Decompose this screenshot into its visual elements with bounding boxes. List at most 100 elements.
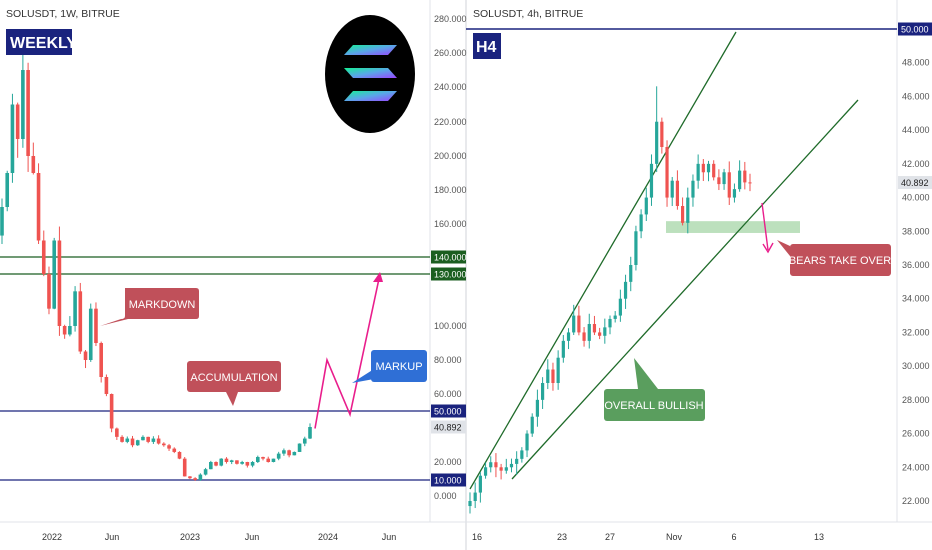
right-candle-body xyxy=(535,399,540,417)
right-y-tick: 42.000 xyxy=(902,159,930,169)
left-candle-body xyxy=(109,394,114,429)
left-y-tick: 100.000 xyxy=(434,321,467,331)
left-candle-body xyxy=(99,343,103,377)
left-price-tag-bg xyxy=(431,404,466,418)
bearish-arrow-line xyxy=(761,202,769,251)
right-x-tick: 16 xyxy=(472,532,482,542)
right-y-tick: 36.000 xyxy=(902,260,930,270)
right-candle-body xyxy=(670,180,674,198)
right-y-tick: 30.000 xyxy=(902,361,930,371)
bullish-callout: OVERALL BULLISH xyxy=(604,358,705,421)
bearish-arrow-head xyxy=(762,242,774,254)
right-y-tick: 22.000 xyxy=(902,496,930,506)
left-candle-body xyxy=(10,104,15,173)
left-price-tags: 140.000 130.000 50.000 40.892 10.000 xyxy=(431,250,467,487)
right-price-tag-bg xyxy=(898,22,932,36)
right-y-tick: 24.000 xyxy=(902,462,930,472)
left-y-tick: 260.000 xyxy=(434,48,467,58)
left-x-tick: 2023 xyxy=(180,532,200,542)
left-candle-body xyxy=(5,173,10,207)
right-symbol-title: SOLUSDT, 4h, BITRUE xyxy=(473,8,583,20)
right-candle-body xyxy=(592,324,597,333)
right-candle-body xyxy=(738,170,742,190)
channel-upper-line xyxy=(469,31,737,490)
left-candle-body xyxy=(15,104,20,139)
right-candle-body xyxy=(732,189,737,198)
right-candle-body xyxy=(556,357,560,383)
right-candle-body xyxy=(546,369,550,383)
left-candle-body xyxy=(292,451,297,456)
left-candles xyxy=(0,54,312,481)
right-time-axis: 16 23 27 Nov 6 13 xyxy=(472,532,824,542)
right-x-tick: 6 xyxy=(731,532,736,542)
markdown-callout: MARKDOWN xyxy=(100,288,199,326)
right-x-tick: 13 xyxy=(814,532,824,542)
right-price-tag: 50.000 xyxy=(901,25,929,35)
right-x-tick: 27 xyxy=(605,532,615,542)
right-candle-body xyxy=(618,298,622,316)
right-candle-body xyxy=(473,492,477,501)
left-candle-body xyxy=(188,476,192,479)
left-candle-body xyxy=(141,436,145,441)
right-candle-body xyxy=(701,163,705,173)
left-candle-body xyxy=(250,462,255,466)
right-candle-body xyxy=(520,450,524,459)
left-candle-body xyxy=(104,377,109,394)
right-price-tag-bg xyxy=(898,176,932,190)
bears-label: BEARS TAKE OVER xyxy=(789,255,891,267)
right-candle-body xyxy=(582,332,586,341)
left-candle-body xyxy=(68,326,72,335)
left-candle-body xyxy=(229,460,234,462)
left-candle-body xyxy=(120,436,124,442)
left-price-tag: 10.000 xyxy=(434,476,462,486)
right-candle-body xyxy=(660,121,664,147)
right-candle-body xyxy=(727,172,731,198)
left-candle-body xyxy=(297,443,302,452)
right-candle-body xyxy=(691,180,695,198)
right-candle-body xyxy=(509,463,514,468)
right-timeframe-badge-bg xyxy=(473,33,501,59)
right-x-tick: Nov xyxy=(666,532,683,542)
right-price-axis: 48.000 46.000 44.000 42.000 40.000 38.000 36.0… xyxy=(902,58,930,506)
right-candle-body xyxy=(572,315,576,333)
left-candle-body xyxy=(52,240,57,309)
left-candle-body xyxy=(146,436,150,442)
right-x-tick: 23 xyxy=(557,532,567,542)
left-symbol-title: SOLUSDT, 1W, BITRUE xyxy=(6,8,120,20)
left-candle-body xyxy=(47,274,51,309)
left-price-tag: 130.000 xyxy=(434,270,467,280)
right-candle-body xyxy=(686,197,690,223)
accumulation-label: ACCUMULATION xyxy=(190,372,277,384)
left-candle-body xyxy=(214,462,218,466)
left-candle-body xyxy=(31,156,36,173)
right-y-tick: 28.000 xyxy=(902,395,930,405)
markup-projection-path xyxy=(314,273,381,429)
left-price-tag-bg xyxy=(431,250,466,264)
left-y-tick: 200.000 xyxy=(434,151,467,161)
left-x-tick: 2024 xyxy=(318,532,338,542)
left-candle-body xyxy=(224,458,229,462)
right-candle-body xyxy=(717,177,721,185)
markdown-label: MARKDOWN xyxy=(129,299,196,311)
right-candle-body xyxy=(743,170,747,183)
left-candle-body xyxy=(219,458,224,466)
right-candle-body xyxy=(649,163,654,198)
bullish-label: OVERALL BULLISH xyxy=(604,400,703,412)
left-x-tick: Jun xyxy=(105,532,120,542)
left-candle-body xyxy=(0,207,4,236)
accumulation-callout: ACCUMULATION xyxy=(187,361,281,406)
right-candle-body xyxy=(525,433,529,451)
left-weekly-panel: SOLUSDT, 1W, BITRUE WEEKLY xyxy=(0,8,467,542)
right-candle-body xyxy=(577,315,581,333)
left-y-tick: 280.000 xyxy=(434,14,467,24)
right-candle-body xyxy=(515,458,519,464)
left-price-tag-bg xyxy=(431,473,466,487)
right-y-tick: 32.000 xyxy=(902,327,930,337)
left-candle-body xyxy=(151,438,156,442)
right-candle-body xyxy=(634,231,638,265)
left-candle-body xyxy=(209,462,213,470)
left-candle-body xyxy=(26,70,30,156)
markup-callout: MARKUP xyxy=(352,350,427,383)
left-candle-body xyxy=(41,240,46,274)
right-candle-body xyxy=(540,383,545,400)
